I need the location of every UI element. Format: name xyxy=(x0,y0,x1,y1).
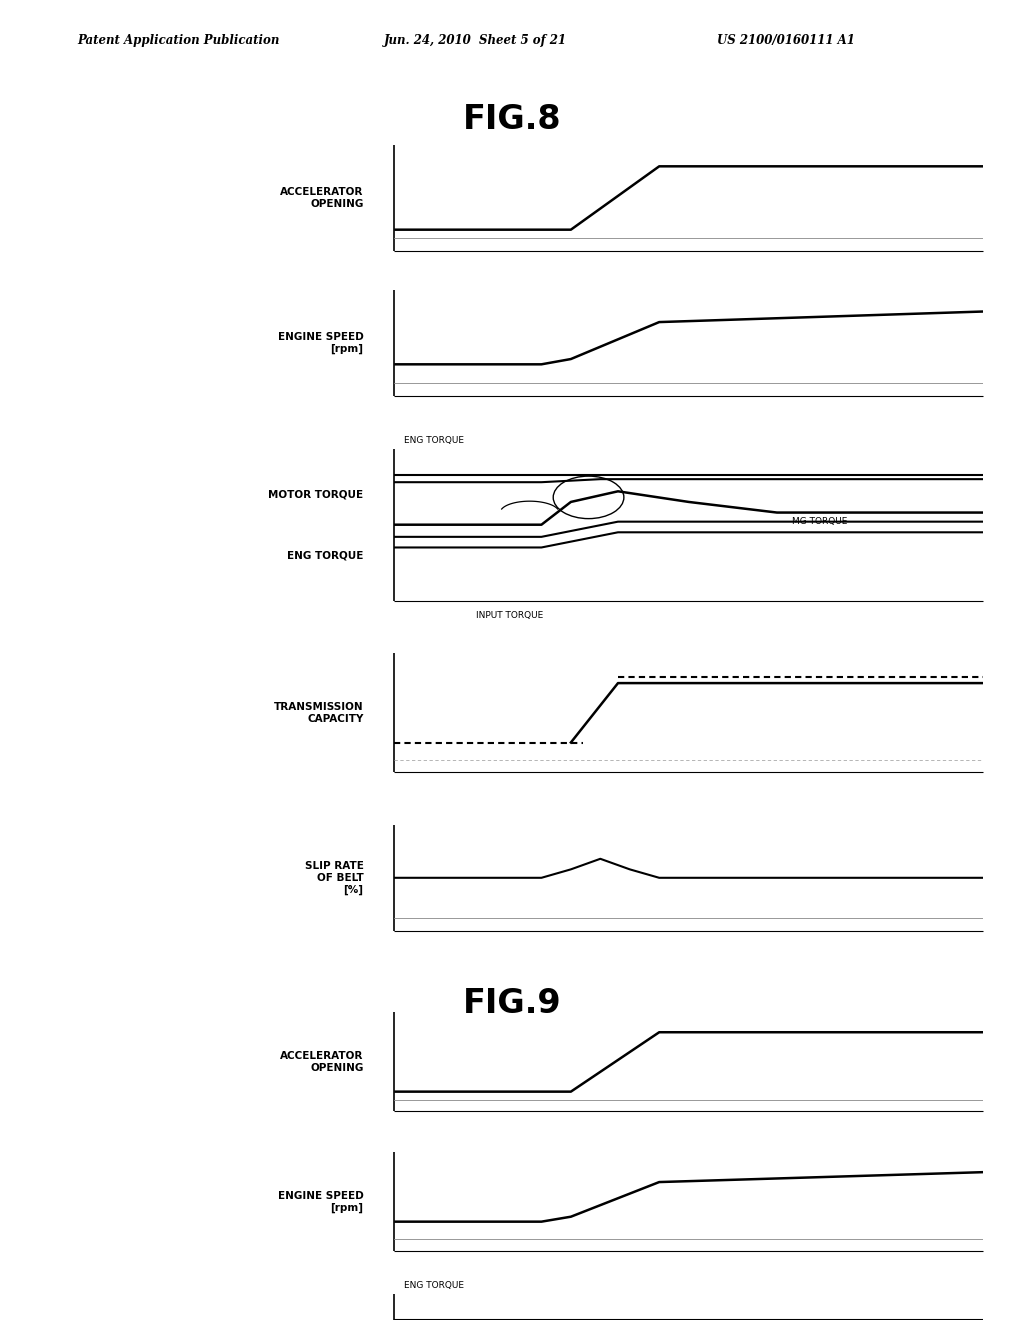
Text: ACCELERATOR
OPENING: ACCELERATOR OPENING xyxy=(281,1051,364,1073)
Text: ENGINE SPEED
[rpm]: ENGINE SPEED [rpm] xyxy=(278,1191,364,1213)
Text: ACCELERATOR
OPENING: ACCELERATOR OPENING xyxy=(281,187,364,209)
Text: TRANSMISSION
CAPACITY: TRANSMISSION CAPACITY xyxy=(273,702,364,723)
Text: SLIP RATE
OF BELT
[%]: SLIP RATE OF BELT [%] xyxy=(305,861,364,895)
Text: FIG.9: FIG.9 xyxy=(463,987,561,1020)
Text: INPUT TORQUE: INPUT TORQUE xyxy=(476,611,544,620)
Text: ENG TORQUE: ENG TORQUE xyxy=(404,1280,465,1290)
Text: MOTOR TORQUE: MOTOR TORQUE xyxy=(268,490,364,499)
Text: —MG TORQUE: —MG TORQUE xyxy=(783,517,848,527)
Text: ENG TORQUE: ENG TORQUE xyxy=(404,436,465,445)
Text: ENG TORQUE: ENG TORQUE xyxy=(287,550,364,560)
Text: ENGINE SPEED
[rpm]: ENGINE SPEED [rpm] xyxy=(278,333,364,354)
Text: FIG.8: FIG.8 xyxy=(463,103,561,136)
Text: Patent Application Publication: Patent Application Publication xyxy=(77,34,280,48)
Text: US 2100/0160111 A1: US 2100/0160111 A1 xyxy=(717,34,855,48)
Text: Jun. 24, 2010  Sheet 5 of 21: Jun. 24, 2010 Sheet 5 of 21 xyxy=(384,34,567,48)
